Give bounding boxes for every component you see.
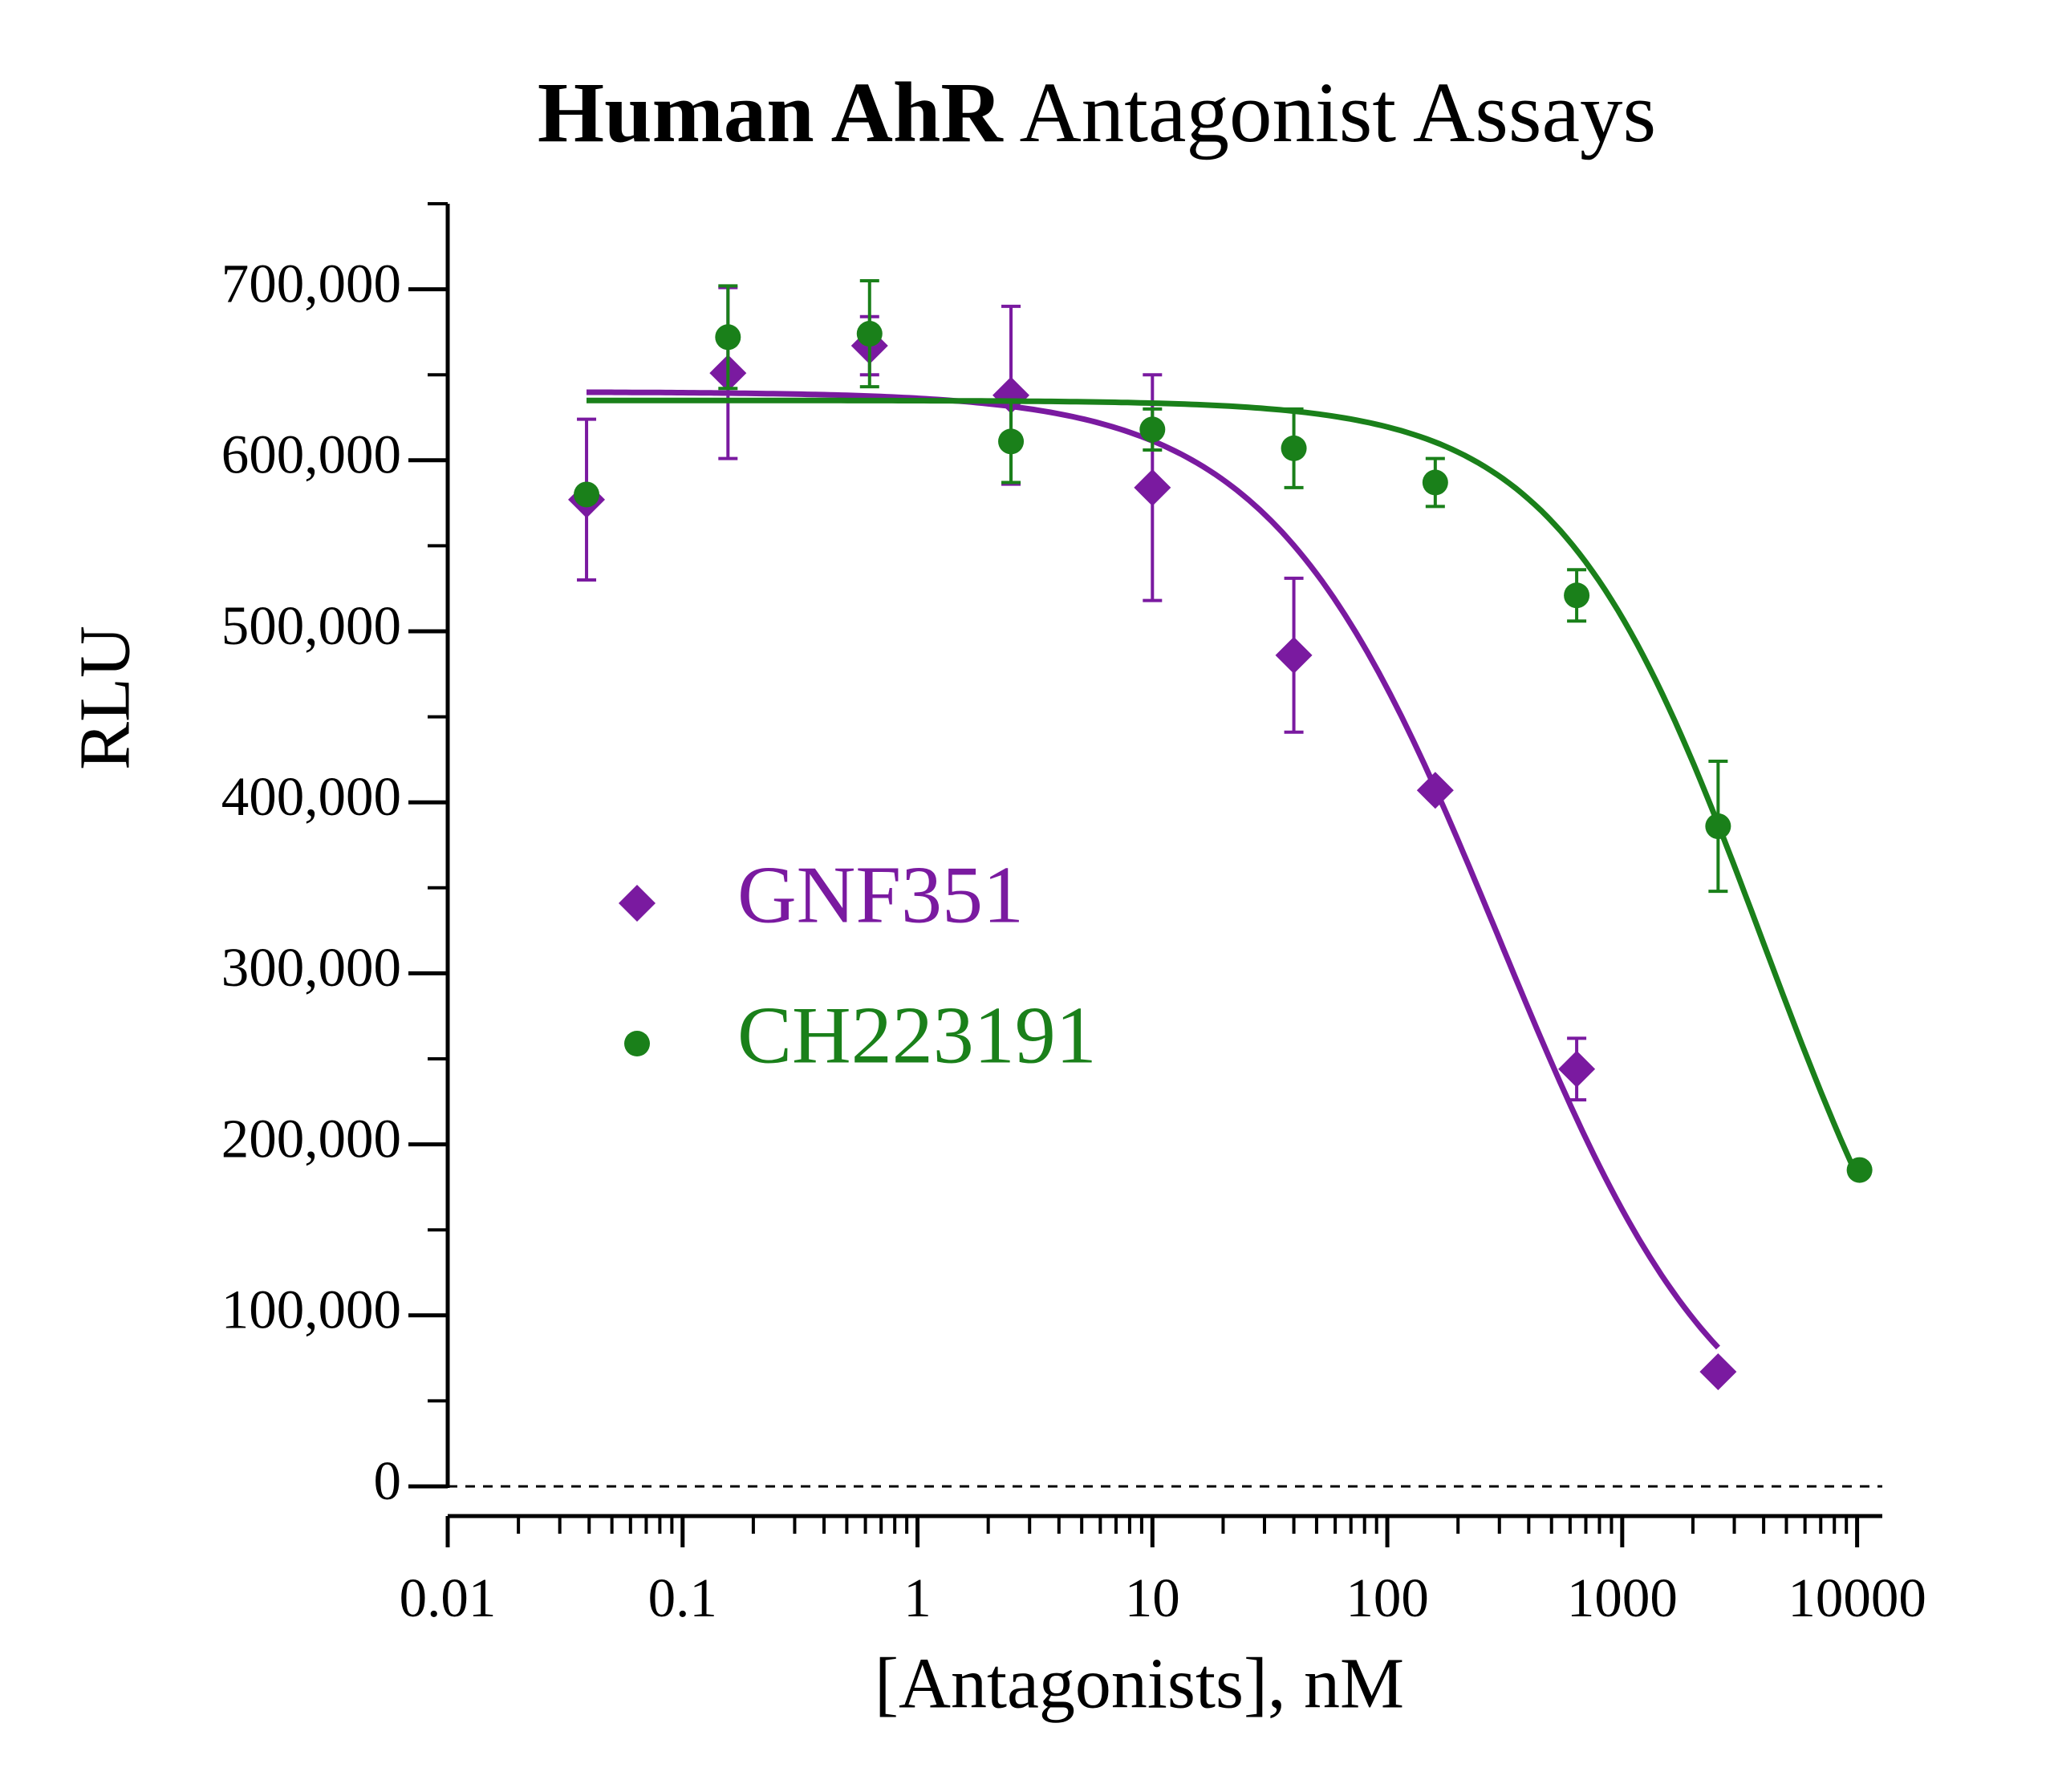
x-tick-label: 10000 <box>1788 1567 1926 1628</box>
data-point <box>998 428 1025 455</box>
data-point <box>1422 469 1448 496</box>
x-tick-label: 0.01 <box>400 1567 497 1628</box>
chart-title: Human AhR Antagonist Assays <box>538 66 1656 160</box>
data-point <box>1846 1157 1873 1183</box>
data-point <box>1705 813 1731 840</box>
y-tick-label: 200,000 <box>221 1108 401 1169</box>
legend-marker <box>624 1031 650 1056</box>
data-point <box>1275 636 1313 674</box>
x-tick-label: 1000 <box>1567 1567 1678 1628</box>
legend-label: CH223191 <box>737 990 1097 1080</box>
data-point <box>574 481 600 508</box>
y-tick-label: 400,000 <box>221 766 401 827</box>
y-axis-label: RLU <box>66 626 145 770</box>
data-point <box>1564 582 1590 609</box>
legend-label: GNF351 <box>737 849 1024 940</box>
x-tick-label: 10 <box>1125 1567 1180 1628</box>
y-tick-label: 600,000 <box>221 424 401 485</box>
y-tick-label: 500,000 <box>221 595 401 656</box>
fit-curve <box>587 397 1862 1183</box>
y-tick-label: 0 <box>374 1450 402 1511</box>
data-point <box>1558 1050 1596 1088</box>
data-point <box>1416 772 1454 809</box>
x-tick-label: 0.1 <box>648 1567 717 1628</box>
chart-title-rest: Antagonist Assays <box>1020 66 1657 160</box>
y-tick-label: 300,000 <box>221 937 401 998</box>
data-point <box>1134 468 1171 506</box>
x-axis-label: [Antagonists], nM <box>875 1644 1404 1724</box>
data-point <box>856 321 883 347</box>
data-point <box>1699 1353 1737 1391</box>
data-point <box>1281 435 1307 461</box>
legend-marker <box>619 885 656 922</box>
data-point <box>992 376 1030 414</box>
data-point <box>715 324 741 351</box>
x-tick-label: 100 <box>1346 1567 1429 1628</box>
data-point <box>1139 416 1166 443</box>
chart-title-bold: Human AhR <box>538 66 1005 160</box>
y-tick-label: 700,000 <box>221 253 401 314</box>
x-tick-label: 1 <box>903 1567 932 1628</box>
y-tick-label: 100,000 <box>221 1279 401 1340</box>
